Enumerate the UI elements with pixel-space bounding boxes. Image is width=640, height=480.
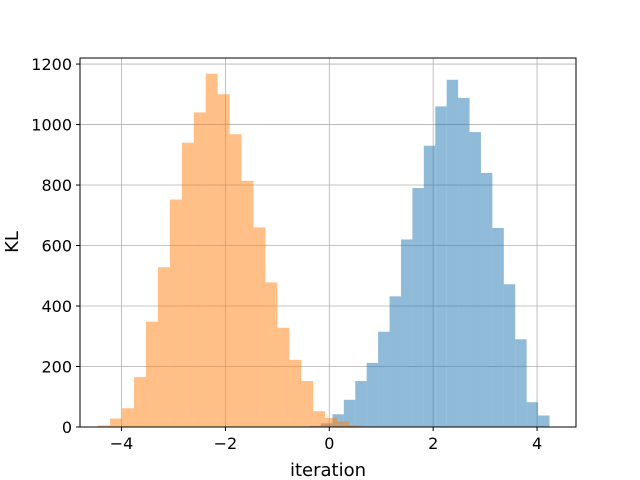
histogram-bar <box>229 134 242 427</box>
histogram-bar <box>378 331 390 427</box>
x-axis-title: iteration <box>290 460 366 480</box>
histogram-bar <box>337 421 350 427</box>
histogram-bar <box>503 284 516 427</box>
histogram-bar <box>169 199 182 427</box>
histogram-bar <box>355 381 367 427</box>
histogram-bar <box>389 296 401 427</box>
histogram-bar <box>366 362 379 427</box>
histogram-bar <box>349 425 361 427</box>
histogram-bar <box>325 417 338 427</box>
histogram-bar <box>205 73 218 427</box>
histogram-bar <box>157 267 170 427</box>
histogram-bar <box>134 377 146 427</box>
histogram-bar <box>217 94 230 428</box>
y-tick-label: 1000 <box>31 116 72 135</box>
axis-ticks: −4 −2 0 2 4 0 200 400 600 800 1000 1200 <box>31 55 542 453</box>
y-axis-title: KL <box>2 231 23 253</box>
histogram-bar <box>400 239 413 427</box>
histogram-bar <box>98 425 111 427</box>
histogram-bar <box>446 79 459 428</box>
histogram-bar <box>435 106 447 428</box>
histogram-bar <box>265 282 278 427</box>
histogram-bar <box>538 415 550 427</box>
histogram-bars <box>98 73 550 428</box>
histogram-bar <box>301 381 314 427</box>
histogram-bar <box>145 321 158 427</box>
histogram-bar <box>515 339 527 427</box>
histogram-bar <box>181 142 194 427</box>
histogram-bar <box>412 188 424 427</box>
histogram-bar <box>423 145 436 427</box>
x-tick-label: −2 <box>214 434 238 453</box>
x-tick-label: −4 <box>110 434 134 453</box>
histogram-bar <box>480 172 493 427</box>
histogram-bar <box>343 399 356 427</box>
histogram-bar <box>241 180 254 427</box>
histogram-bar <box>526 402 539 427</box>
y-tick-label: 200 <box>41 358 72 377</box>
y-tick-label: 800 <box>41 176 72 195</box>
histogram-bar <box>458 97 470 427</box>
histogram-bar <box>122 408 135 427</box>
histogram-bar <box>110 418 123 427</box>
y-tick-label: 0 <box>62 418 72 437</box>
plot-frame <box>79 57 577 428</box>
histogram-bar <box>332 414 344 427</box>
histogram-bar <box>193 112 206 427</box>
histogram-bar <box>492 227 504 427</box>
y-tick-label: 400 <box>41 297 72 316</box>
y-tick-label: 1200 <box>31 55 72 74</box>
histogram-bar <box>289 359 302 427</box>
x-tick-label: 0 <box>324 434 334 453</box>
histogram-bar <box>469 132 481 427</box>
histogram-bar <box>253 227 266 427</box>
histogram-bar <box>313 411 326 427</box>
x-tick-label: 4 <box>532 434 542 453</box>
histogram-bar <box>277 327 290 427</box>
y-tick-label: 600 <box>41 237 72 256</box>
x-tick-label: 2 <box>428 434 438 453</box>
